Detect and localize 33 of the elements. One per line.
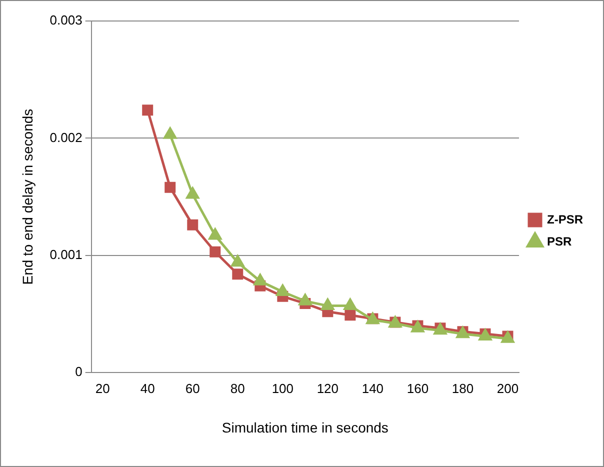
point <box>187 219 198 230</box>
x-tick-label: 100 <box>272 380 294 396</box>
point <box>344 310 356 321</box>
point <box>142 104 154 116</box>
x-tick-label: 200 <box>496 380 519 396</box>
point <box>208 228 222 240</box>
point <box>321 298 334 310</box>
y-tick-label: 0.001 <box>50 246 82 262</box>
x-tick-label: 60 <box>185 380 200 396</box>
point <box>164 127 177 139</box>
point <box>186 187 200 199</box>
x-tick-label: 120 <box>316 380 339 396</box>
legend-label: PSR <box>547 234 572 248</box>
x-axis-title: Simulation time in seconds <box>222 419 388 436</box>
x-tick-label: 180 <box>452 380 474 396</box>
x-tick-label: 140 <box>362 380 384 396</box>
y-tick-label: 0 <box>75 364 82 380</box>
y-tick-label: 0.003 <box>50 12 82 28</box>
x-tick-label: 80 <box>230 380 245 396</box>
x-tick-label: 20 <box>95 380 110 396</box>
y-tick-label: 0.002 <box>50 130 82 145</box>
point <box>231 255 244 267</box>
x-tick-label: 40 <box>140 380 155 396</box>
point <box>210 246 221 258</box>
point <box>276 284 290 296</box>
point <box>298 294 312 306</box>
point <box>344 298 357 310</box>
x-tick-label: 160 <box>406 380 429 396</box>
y-axis-title: End to end delay in seconds <box>19 108 36 285</box>
point <box>232 268 244 280</box>
legend-label: Z-PSR <box>547 212 584 226</box>
point <box>164 182 176 193</box>
point <box>254 274 267 286</box>
